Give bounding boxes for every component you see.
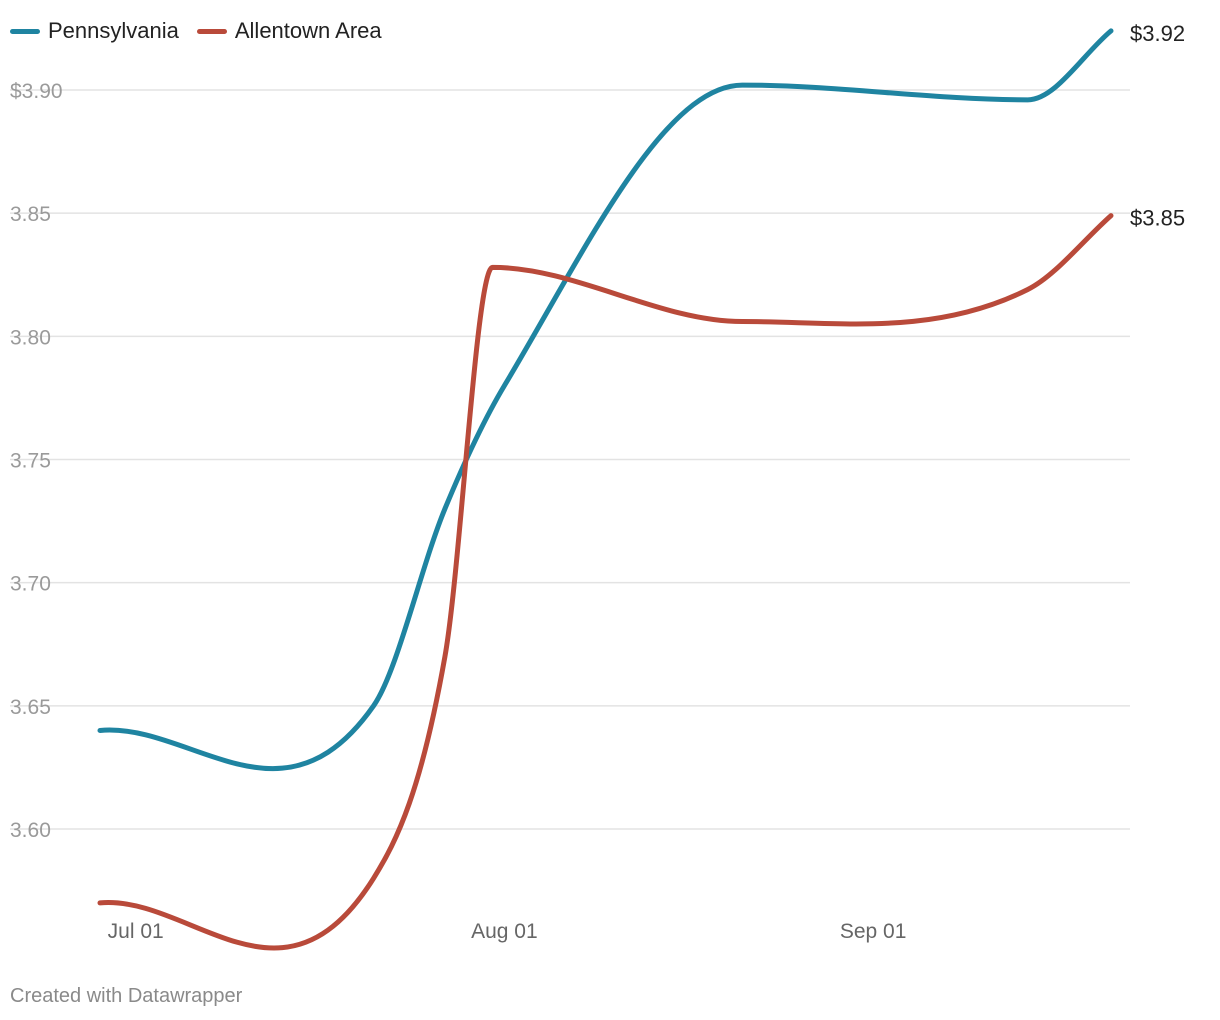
series-line-pennsylvania [97,28,1114,771]
y-tick-label: $3.90 [10,80,63,103]
legend-swatch-pennsylvania [10,28,40,34]
legend: Pennsylvania Allentown Area [10,18,382,44]
legend-label-pennsylvania: Pennsylvania [48,18,179,43]
x-tick-label: Sep 01 [840,920,907,943]
y-tick-label: 3.80 [10,326,51,349]
legend-item-allentown[interactable]: Allentown Area [196,18,382,44]
y-tick-label: 3.85 [10,203,51,226]
y-tick-label: 3.70 [10,573,51,596]
legend-item-pennsylvania[interactable]: Pennsylvania [10,18,179,44]
end-value-label-pennsylvania: $3.92 [1130,21,1185,46]
y-tick-label: 3.60 [10,819,51,842]
end-value-label-allentown: $3.85 [1130,206,1185,231]
legend-swatch-allentown [196,28,227,34]
datawrapper-credit: Created with Datawrapper [10,985,243,1007]
y-tick-label: 3.65 [10,696,51,719]
series-line-allentown [97,213,1114,951]
x-tick-label: Aug 01 [471,920,538,943]
y-tick-label: 3.75 [10,450,51,473]
x-tick-label: Jul 01 [108,920,164,943]
legend-label-allentown: Allentown Area [234,18,382,43]
